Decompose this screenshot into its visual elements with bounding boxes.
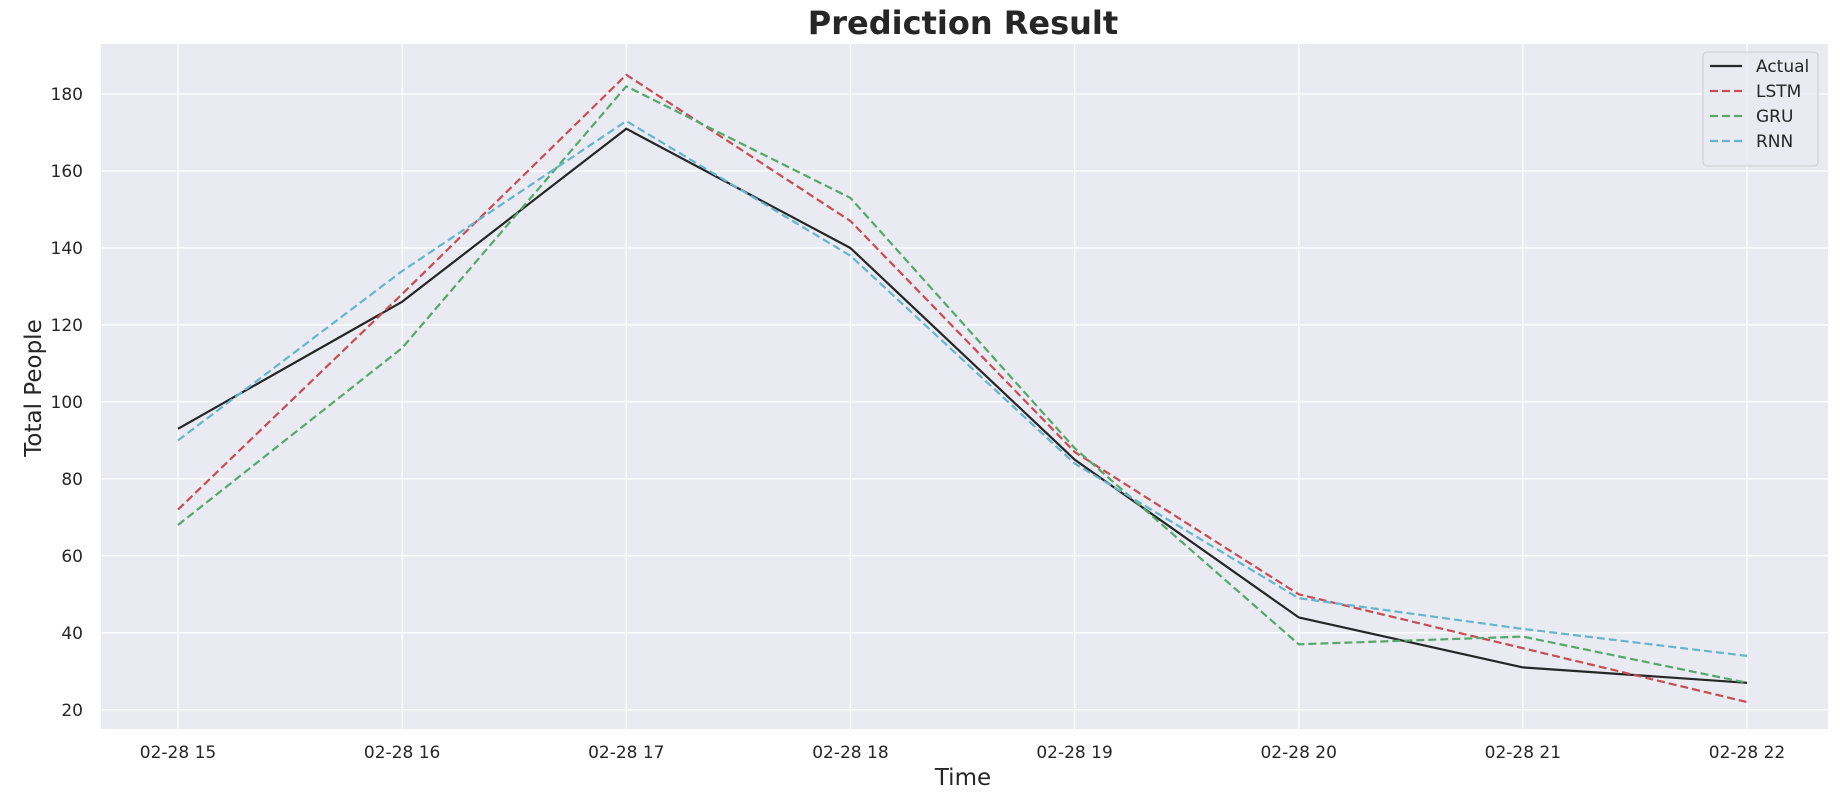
x-tick-label: 02-28 20 xyxy=(1260,743,1336,763)
y-axis-label: Total People xyxy=(21,319,47,457)
tick-labels: 20 40 60 80 100 120 140 160 180 02-28 15 02-28 16 0… xyxy=(51,85,1786,763)
series-line-lstm xyxy=(177,73,1748,704)
x-tick-label: 02-28 19 xyxy=(1036,743,1112,763)
plot-area xyxy=(101,44,1828,729)
y-tick-label: 20 xyxy=(61,701,83,721)
legend-label-lstm: LSTM xyxy=(1756,82,1801,102)
legend-label-actual: Actual xyxy=(1756,57,1809,77)
x-tick-label: 02-28 22 xyxy=(1709,743,1785,763)
legend: Actual LSTM GRU RNN xyxy=(1702,51,1819,167)
x-axis-label: Time xyxy=(934,765,991,791)
y-tick-label: 120 xyxy=(51,316,83,336)
x-tick-label: 02-28 17 xyxy=(588,743,664,763)
y-tick-label: 100 xyxy=(51,393,83,413)
y-tick-label: 80 xyxy=(61,470,83,490)
legend-label-rnn: RNN xyxy=(1756,132,1793,152)
legend-label-gru: GRU xyxy=(1756,107,1793,127)
legend-box xyxy=(1702,51,1819,167)
y-tick-label: 180 xyxy=(51,85,83,105)
x-tick-label: 02-28 21 xyxy=(1485,743,1561,763)
x-tick-label: 02-28 16 xyxy=(364,743,440,763)
y-tick-label: 60 xyxy=(61,547,83,567)
series-lines xyxy=(177,73,1748,704)
y-tick-label: 160 xyxy=(51,162,83,182)
series-line-actual xyxy=(177,127,1748,684)
chart-title: Prediction Result xyxy=(808,4,1118,42)
y-tick-label: 40 xyxy=(61,624,83,644)
series-line-rnn xyxy=(177,119,1748,657)
y-tick-label: 140 xyxy=(51,239,83,259)
x-tick-label: 02-28 15 xyxy=(140,743,216,763)
series-line-gru xyxy=(177,85,1748,684)
x-tick-label: 02-28 18 xyxy=(812,743,888,763)
